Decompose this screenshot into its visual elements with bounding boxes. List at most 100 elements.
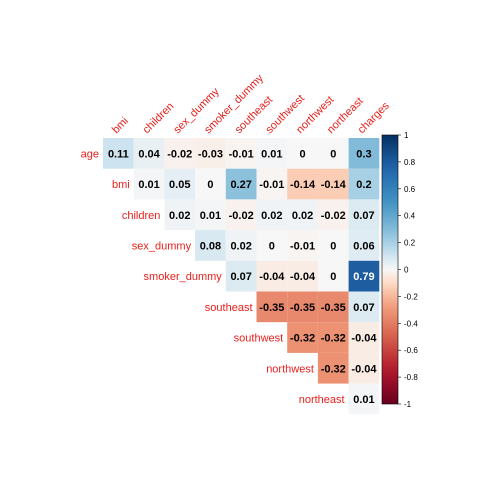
cell-value-label: -0.35: [259, 302, 284, 314]
heatmap-cell: [256, 138, 288, 169]
heatmap-cell: [164, 138, 196, 169]
heatmap-cell: [348, 199, 380, 231]
cell-value-label: -0.01: [290, 240, 315, 252]
heatmap-cell: [225, 168, 257, 200]
cell-value-label: -0.35: [290, 302, 315, 314]
colorbar-tick-label: 0.8: [404, 158, 416, 167]
heatmap-cell: [348, 291, 380, 323]
row-label: bmi: [112, 179, 130, 191]
cell-value-label: -0.02: [167, 148, 192, 160]
heatmap-cell: [225, 138, 257, 169]
heatmap-cell: [164, 199, 196, 231]
heatmap-cell: [317, 230, 349, 261]
values-layer: 0.11 0.04 -0.02 -0.03 -0.01 0.01 0 0 0.3 0.01 0.05…: [108, 148, 377, 406]
heatmap-cell: [317, 352, 349, 384]
heatmap-cell: [256, 168, 288, 200]
cell-value-label: 0.11: [108, 148, 129, 160]
cell-value-label: 0: [207, 179, 213, 191]
cell-value-label: 0: [269, 240, 275, 252]
heatmap-cell: [225, 230, 257, 261]
colorbar-tick-label: -0.6: [404, 346, 418, 355]
colorbar-tick-label: 1: [404, 131, 409, 140]
heatmap-cell: [256, 199, 288, 231]
colorbar-tick-label: -1: [404, 400, 412, 409]
row-label: northwest: [266, 363, 314, 375]
cell-value-label: 0.02: [292, 210, 313, 222]
cell-value-label: -0.32: [321, 333, 346, 345]
heatmap-cell: [256, 230, 288, 261]
column-label: bmi: [110, 115, 131, 136]
row-label: northeast: [299, 394, 345, 406]
cell-value-label: 0.01: [200, 210, 221, 222]
cell-value-label: -0.02: [229, 210, 254, 222]
heatmap-cell: [287, 322, 318, 353]
heatmap-cell: [225, 199, 257, 231]
heatmap-cell: [195, 138, 226, 169]
cell-value-label: 0.79: [353, 271, 374, 283]
cell-value-label: 0: [330, 271, 336, 283]
cell-value-label: 0: [330, 148, 336, 160]
cell-value-label: 0.2: [356, 179, 371, 191]
cell-value-label: 0.01: [138, 179, 159, 191]
heatmap-cell: [348, 138, 380, 169]
row-labels: age bmi children sex_dummy smoker_dummysouth…: [81, 148, 345, 406]
cell-value-label: -0.04: [351, 363, 377, 375]
cell-value-label: -0.04: [290, 271, 316, 283]
cell-value-label: -0.01: [259, 179, 284, 191]
heatmap-cell: [287, 168, 318, 200]
row-label: southwest: [234, 333, 284, 345]
heatmap-cell: [287, 230, 318, 261]
row-label: southeast: [205, 302, 253, 314]
heatmap-cell: [317, 260, 349, 292]
heatmap-cell: [195, 230, 226, 261]
heatmap-cell: [317, 199, 349, 231]
colorbar: 1 0.8 0.6 0.4 0.2 0 -0.2 -0.4 -0.6 -0.8 -1: [381, 131, 418, 409]
cell-value-label: -0.32: [290, 333, 315, 345]
heatmap-cell: [195, 199, 226, 231]
cell-value-label: 0: [330, 240, 336, 252]
colorbar-tick-label: 0.6: [404, 185, 416, 194]
cell-value-label: 0: [299, 148, 305, 160]
cell-value-label: -0.04: [351, 333, 377, 345]
heatmap-cell: [317, 291, 349, 323]
row-label: children: [122, 210, 161, 222]
cell-value-label: 0.07: [353, 302, 374, 314]
heatmap-cell: [287, 291, 318, 323]
colorbar-tick-label: -0.4: [404, 319, 418, 328]
heatmap-cell: [348, 168, 380, 200]
cell-value-label: 0.27: [230, 179, 251, 191]
cell-value-label: 0.02: [169, 210, 190, 222]
cell-value-label: -0.01: [229, 148, 254, 160]
cell-value-label: -0.03: [198, 148, 223, 160]
colorbar-tick-label: 0: [404, 266, 409, 275]
cell-value-label: -0.04: [259, 271, 285, 283]
cell-value-label: -0.14: [321, 179, 347, 191]
cell-value-label: 0.08: [200, 240, 221, 252]
colorbar-tick-label: 0.2: [404, 239, 416, 248]
heatmap-cell: [256, 260, 288, 292]
heatmap-cell: [225, 260, 257, 292]
cell-value-label: 0.04: [138, 148, 160, 160]
row-label: age: [81, 148, 99, 160]
cell-value-label: -0.14: [290, 179, 316, 191]
heatmap-cell: [348, 322, 380, 353]
column-label: children: [141, 100, 177, 136]
heatmap-cell: [133, 138, 165, 169]
heatmap-cell: [133, 168, 165, 200]
heatmap-cell: [287, 138, 318, 169]
heatmap-cell: [256, 291, 288, 323]
cell-value-label: 0.01: [353, 394, 374, 406]
row-label: smoker_dummy: [144, 271, 223, 283]
heatmap-cell: [164, 168, 196, 200]
heatmap-cell: [348, 383, 380, 415]
cell-value-label: 0.07: [230, 271, 251, 283]
cell-value-label: -0.02: [321, 210, 346, 222]
heatmap-cell: [103, 138, 134, 169]
cell-value-label: -0.35: [321, 302, 346, 314]
cell-value-label: 0.02: [230, 240, 251, 252]
cell-value-label: 0.05: [169, 179, 190, 191]
colorbar-tick-label: -0.8: [404, 373, 418, 382]
column-labels: bmi childrensex_dummysmoker_dummysoutheas…: [110, 72, 392, 136]
